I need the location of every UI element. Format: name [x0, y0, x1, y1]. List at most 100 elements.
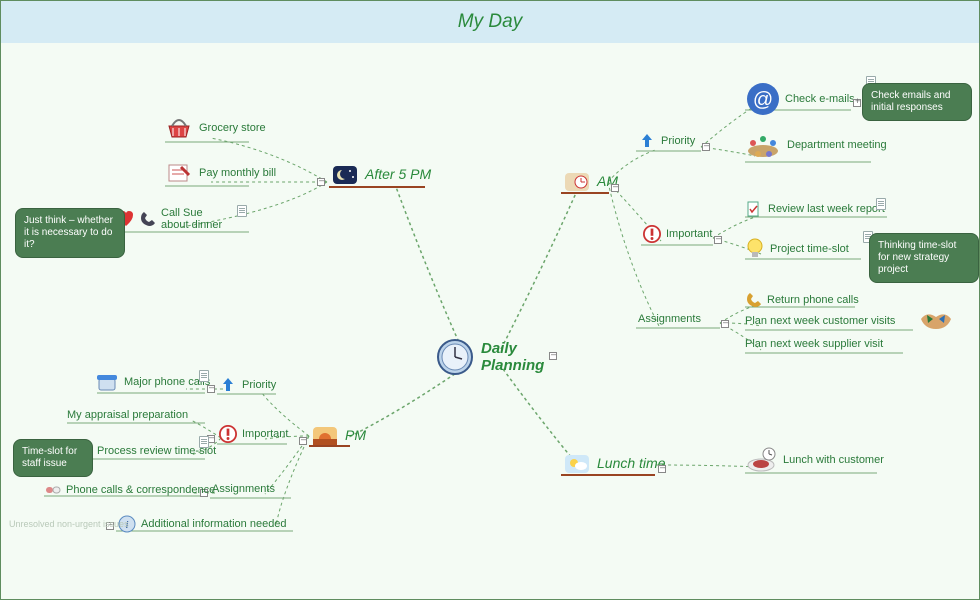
- correspondence-label: Phone calls & correspondence: [66, 484, 215, 496]
- meeting-label: Department meeting: [787, 139, 887, 151]
- project-slot-node[interactable]: Project time-slot: [745, 237, 849, 261]
- lightbulb-icon: [745, 237, 765, 261]
- return-calls-label: Return phone calls: [767, 294, 859, 306]
- pm-assign-label: Assignments: [212, 483, 275, 495]
- expand-toggle[interactable]: [299, 437, 307, 445]
- appraisal-label: My appraisal preparation: [67, 409, 188, 421]
- note-icon[interactable]: [237, 205, 247, 217]
- bill-label: Pay monthly bill: [199, 167, 276, 179]
- after5-branch[interactable]: After 5 PM: [331, 160, 431, 188]
- weather-icon: [563, 449, 591, 477]
- invoice-icon: [165, 159, 193, 187]
- pm-assign[interactable]: Assignments: [212, 483, 275, 495]
- callout-text: Check emails and initial responses: [871, 90, 950, 113]
- callout-text: Time-slot for staff issue: [22, 446, 77, 469]
- pm-branch[interactable]: PM: [311, 421, 366, 449]
- major-calls-label: Major phone calls: [124, 376, 210, 388]
- major-calls-node[interactable]: Major phone calls: [95, 371, 210, 393]
- custvisits-node[interactable]: Plan next week customer visits: [745, 315, 895, 327]
- mindmap-canvas: My Day Daily Planning After 5 PM: [0, 0, 980, 600]
- lunch-cust-node[interactable]: Lunch with customer: [745, 447, 884, 473]
- page-title: My Day: [458, 11, 522, 33]
- emails-label: Check e-mails: [785, 93, 855, 105]
- phone-desk-icon: [95, 371, 119, 393]
- note-icon[interactable]: [876, 198, 886, 210]
- grocery-node[interactable]: Grocery store: [165, 114, 266, 142]
- central-label-line2: Planning: [481, 357, 544, 374]
- expand-toggle[interactable]: [611, 184, 619, 192]
- callout-project: Thinking time-slot for new strategy proj…: [869, 233, 979, 283]
- expand-toggle[interactable]: [317, 178, 325, 186]
- moon-icon: [331, 160, 359, 188]
- callout-emails: Check emails and initial responses: [862, 83, 972, 121]
- central-node[interactable]: [435, 337, 475, 382]
- meeting-icon: [745, 129, 781, 161]
- after5-label: After 5 PM: [365, 166, 431, 182]
- expand-toggle[interactable]: [853, 99, 861, 107]
- correspondence-node[interactable]: Phone calls & correspondence: [44, 481, 215, 499]
- am-assignments[interactable]: Assignments: [638, 313, 701, 325]
- grocery-label: Grocery store: [199, 122, 266, 134]
- am-important-label: Important: [666, 228, 712, 240]
- am-priority-label: Priority: [661, 135, 695, 147]
- expand-toggle[interactable]: [721, 320, 729, 328]
- additional-info[interactable]: i Additional information needed: [118, 515, 287, 533]
- appraisal-node[interactable]: My appraisal preparation: [67, 409, 188, 421]
- plate-clock-icon: [745, 447, 777, 473]
- callsue-label: Call Sue about dinner: [161, 207, 233, 231]
- suppvisit-node[interactable]: Plan next week supplier visit: [745, 338, 883, 350]
- meeting-node[interactable]: Department meeting: [745, 129, 887, 161]
- review-node[interactable]: Review last week report: [745, 200, 885, 218]
- suppvisit-label: Plan next week supplier visit: [745, 338, 883, 350]
- additional-label: Additional information needed: [141, 518, 287, 530]
- morning-icon: [563, 167, 591, 195]
- expand-toggle[interactable]: [714, 236, 722, 244]
- unresolved-node[interactable]: Unresolved non-urgent issues: [9, 519, 129, 529]
- handshake-icon: [919, 305, 953, 338]
- lunch-branch[interactable]: Lunch time: [563, 449, 665, 477]
- callsue-node[interactable]: Call Sue about dinner: [117, 207, 233, 231]
- callout-text: Just think – whether it is necessary to …: [24, 215, 113, 250]
- pm-priority[interactable]: Priority: [219, 376, 276, 394]
- arrow-up-icon: [219, 376, 237, 394]
- expand-toggle[interactable]: [658, 465, 666, 473]
- pill-icon: [44, 481, 62, 499]
- phone-tiny-icon: [745, 291, 763, 309]
- note-icon[interactable]: [199, 436, 209, 448]
- svg-text:@: @: [753, 89, 773, 111]
- emails-node[interactable]: @ Check e-mails: [745, 81, 855, 117]
- expand-toggle[interactable]: [702, 143, 710, 151]
- pm-important-label: Important: [242, 428, 288, 440]
- central-label-line1: Daily: [481, 340, 517, 357]
- am-important[interactable]: Important: [643, 225, 712, 243]
- am-assign-label: Assignments: [638, 313, 701, 325]
- note-icon[interactable]: [199, 370, 209, 382]
- doc-check-icon: [745, 200, 763, 218]
- lunch-cust-label: Lunch with customer: [783, 454, 884, 466]
- am-priority[interactable]: Priority: [638, 132, 695, 150]
- exclaim-icon: [643, 225, 661, 243]
- process-review-node[interactable]: Process review time-slot: [83, 445, 216, 457]
- custvisits-label: Plan next week customer visits: [745, 315, 895, 327]
- title-bar: My Day: [1, 1, 979, 43]
- bill-node[interactable]: Pay monthly bill: [165, 159, 276, 187]
- lunch-label: Lunch time: [597, 455, 665, 471]
- exclaim-icon: [219, 425, 237, 443]
- am-branch[interactable]: AM: [563, 167, 618, 195]
- pm-important[interactable]: Important: [219, 425, 288, 443]
- callout-callsue: Just think – whether it is necessary to …: [15, 208, 125, 258]
- expand-toggle[interactable]: [549, 352, 557, 360]
- phone-icon: [139, 210, 157, 228]
- callout-staff: Time-slot for staff issue: [13, 439, 93, 477]
- pm-label: PM: [345, 427, 366, 443]
- return-calls-node[interactable]: Return phone calls: [745, 291, 859, 309]
- review-label: Review last week report: [768, 203, 885, 215]
- callout-text: Thinking time-slot for new strategy proj…: [878, 240, 956, 275]
- at-icon: @: [745, 81, 781, 117]
- project-slot-label: Project time-slot: [770, 243, 849, 255]
- basket-icon: [165, 114, 193, 142]
- arrow-up-icon: [638, 132, 656, 150]
- clock-icon: [435, 337, 475, 377]
- pm-priority-label: Priority: [242, 379, 276, 391]
- sunset-icon: [311, 421, 339, 449]
